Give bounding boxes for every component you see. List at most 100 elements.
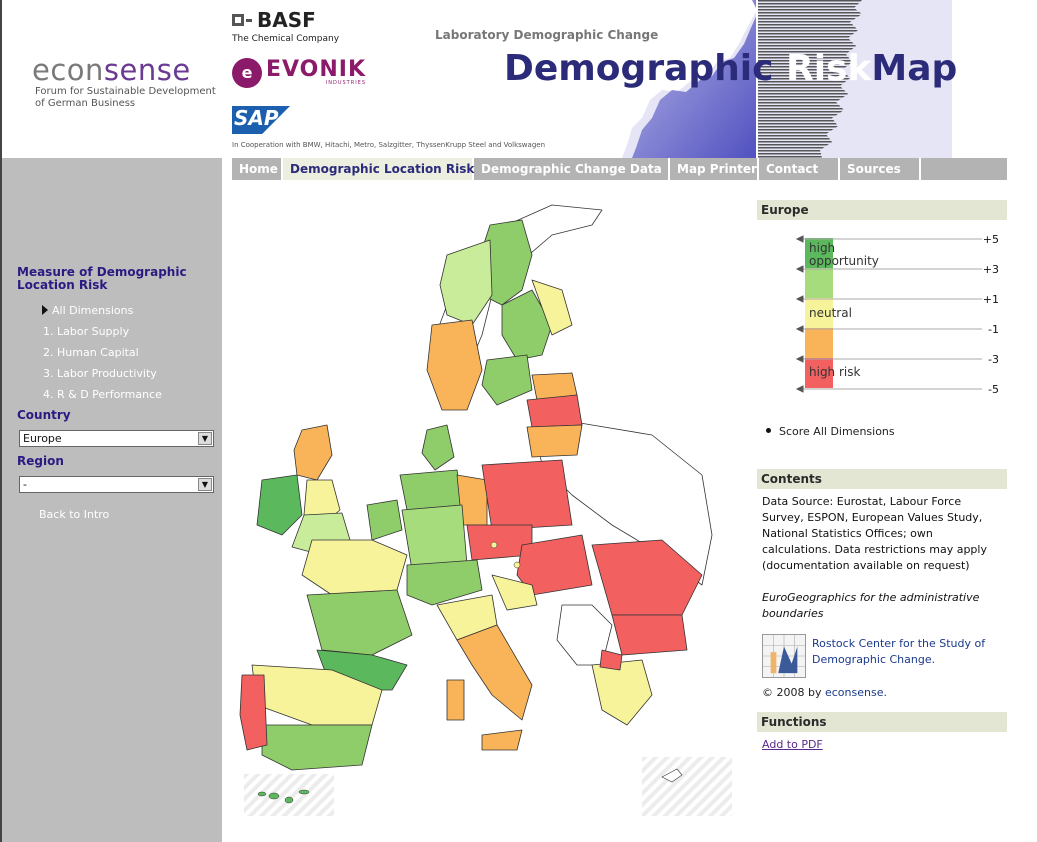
legend-heading: Europe xyxy=(757,200,1007,220)
contents-heading: Contents xyxy=(757,469,1007,489)
europe-risk-map[interactable] xyxy=(232,195,742,820)
legend-high-opportunity-line2: opportunity xyxy=(809,254,879,268)
map-region-poland[interactable] xyxy=(481,459,573,531)
econsense-eco: econ xyxy=(32,53,104,87)
map-region-slovenia-croatia[interactable] xyxy=(491,574,538,611)
country-select-value: Europe xyxy=(23,432,62,445)
legend-high-opportunity-line1: high xyxy=(809,241,836,255)
triangle-right-icon xyxy=(42,305,48,315)
map-region-benelux[interactable] xyxy=(366,499,403,541)
cooperation-note: In Cooperation with BMW, Hitachi, Metro,… xyxy=(232,141,546,149)
country-label: Country xyxy=(17,408,71,422)
map-city-marker[interactable] xyxy=(513,561,521,569)
econsense-wordmark: econsense xyxy=(32,54,216,86)
nav-contact[interactable]: Contact xyxy=(759,158,840,180)
map-region-alps[interactable] xyxy=(406,559,483,606)
basf-square-icon xyxy=(232,14,244,26)
map-region-macedonia[interactable] xyxy=(599,649,623,671)
map-region-latvia[interactable] xyxy=(526,394,583,428)
title-demographic: Demographic xyxy=(504,48,774,89)
score-all-dimensions: Score All Dimensions xyxy=(766,425,895,438)
evonik-subtitle: INDUSTRIES xyxy=(325,80,367,86)
nav-demographic-location-risk[interactable]: Demographic Location Risk xyxy=(283,158,474,180)
map-region-romania[interactable] xyxy=(591,539,703,616)
map-region-spain-south[interactable] xyxy=(261,724,373,771)
lab-title: Laboratory Demographic Change xyxy=(435,28,659,42)
nav-home[interactable]: Home xyxy=(232,158,283,180)
map-region-ireland[interactable] xyxy=(256,474,303,536)
dimension-rd-performance[interactable]: 4. R & D Performance xyxy=(43,388,162,401)
map-region-germany-north[interactable] xyxy=(399,469,463,511)
map-region-france-central[interactable] xyxy=(306,589,413,656)
dimension-labor-productivity[interactable]: 3. Labor Productivity xyxy=(43,367,157,380)
legend-tick: +1 xyxy=(982,293,999,306)
add-to-pdf-link[interactable]: Add to PDF xyxy=(762,738,823,751)
econsense-logo[interactable]: econsense Forum for Sustainable Developm… xyxy=(32,54,216,110)
measure-heading-line2: Location Risk xyxy=(17,278,108,292)
banner-europe-map-image xyxy=(622,0,952,158)
evonik-wordmark: EVONIK xyxy=(266,57,367,82)
legend-tick: +3 xyxy=(982,263,999,276)
map-region-sweden-south[interactable] xyxy=(426,319,483,411)
sap-logo[interactable]: SAP xyxy=(232,106,290,134)
sidebar: Measure of Demographic Location Risk All… xyxy=(0,158,222,842)
map-region-france-north[interactable] xyxy=(301,539,408,596)
econsense-link[interactable]: econsense. xyxy=(824,686,887,699)
basf-dash-icon xyxy=(246,18,252,22)
back-to-intro-link[interactable]: Back to Intro xyxy=(39,508,110,521)
copyright: © 2008 by econsense. xyxy=(762,686,887,699)
map-region-sardinia[interactable] xyxy=(446,679,465,721)
dimension-labor-supply[interactable]: 1. Labor Supply xyxy=(43,325,130,338)
legend-neutral: neutral xyxy=(809,306,852,320)
evonik-logo[interactable]: e EVONIK INDUSTRIES xyxy=(232,58,366,88)
nav-map-printer[interactable]: Map Printer xyxy=(670,158,759,180)
data-source-text: Data Source: Eurostat, Labour Force Surv… xyxy=(762,495,987,572)
legend-high-risk: high risk xyxy=(809,365,861,379)
evonik-circle-icon: e xyxy=(232,58,262,88)
map-region-portugal[interactable] xyxy=(239,674,268,751)
econsense-tagline-2: of German Business xyxy=(35,98,136,109)
dimension-all[interactable]: All Dimensions xyxy=(42,304,133,317)
legend-high-opportunity: high opportunity xyxy=(809,242,879,268)
legend-tick: -3 xyxy=(988,353,999,366)
map-city-marker[interactable] xyxy=(490,541,498,549)
map-region-germany-south[interactable] xyxy=(401,504,468,571)
map-region-bulgaria[interactable] xyxy=(611,614,688,656)
basf-logo[interactable]: BASF The Chemical Company xyxy=(232,8,339,44)
map-region-finland-north[interactable] xyxy=(501,289,553,361)
title-risk: Risk xyxy=(785,48,872,89)
map-region-lithuania[interactable] xyxy=(526,424,583,458)
eurogeographics-text: EuroGeographics for the administrative b… xyxy=(762,591,980,620)
map-region-greece[interactable] xyxy=(591,659,653,726)
region-select[interactable]: - ▼ xyxy=(19,476,214,493)
dimension-all-label: All Dimensions xyxy=(52,304,134,317)
cyprus-inset[interactable] xyxy=(642,757,732,816)
chevron-down-icon[interactable]: ▼ xyxy=(198,478,212,491)
basf-text: BASF xyxy=(257,8,316,32)
basf-tagline: The Chemical Company xyxy=(232,34,340,44)
header: BASF The Chemical Company e EVONIK INDUS… xyxy=(222,0,1037,158)
chevron-down-icon[interactable]: ▼ xyxy=(198,432,212,445)
econsense-tagline-1: Forum for Sustainable Development xyxy=(35,86,216,97)
copyright-prefix: © 2008 by xyxy=(762,686,822,699)
map-region-finland-south[interactable] xyxy=(481,354,533,406)
canary-islands-inset[interactable] xyxy=(244,774,334,816)
map-region-italy-south[interactable] xyxy=(456,624,533,721)
bullet-icon xyxy=(766,428,771,433)
map-region-finland-east[interactable] xyxy=(531,279,573,336)
rostock-link[interactable]: Rostock Center for the Study of Demograp… xyxy=(762,634,1004,678)
dimension-human-capital[interactable]: 2. Human Capital xyxy=(43,346,139,359)
legend-tick: -5 xyxy=(988,383,999,396)
map-region-sicily[interactable] xyxy=(481,729,523,751)
logo-panel: econsense Forum for Sustainable Developm… xyxy=(0,0,222,158)
rostock-logo-icon xyxy=(762,634,806,678)
country-select[interactable]: Europe ▼ xyxy=(19,430,214,447)
nav-sources[interactable]: Sources xyxy=(840,158,921,180)
map-region-slovakia-hungary[interactable] xyxy=(516,534,593,596)
map-region-scotland[interactable] xyxy=(293,424,333,481)
map-region-denmark[interactable] xyxy=(421,424,455,471)
rostock-text[interactable]: Rostock Center for the Study of Demograp… xyxy=(812,637,986,666)
main-title: Demographic RiskMap xyxy=(504,48,957,89)
nav-demographic-change-data[interactable]: Demographic Change Data xyxy=(474,158,670,180)
